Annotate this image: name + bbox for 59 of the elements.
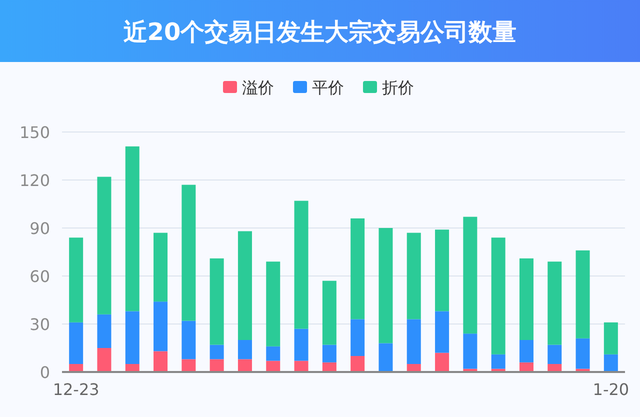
bar (463, 216, 478, 334)
bar (604, 322, 618, 354)
y-tick-label: 150 (19, 123, 50, 142)
bar (294, 328, 308, 361)
bar (406, 319, 421, 364)
y-tick-label: 0 (40, 363, 50, 382)
bar (350, 218, 365, 320)
bar (125, 311, 140, 364)
bar (406, 232, 421, 320)
bar (210, 258, 224, 345)
y-tick-label: 90 (30, 219, 50, 238)
x-tick-label: 12-23 (52, 380, 100, 399)
x-tick-label: 1-20 (592, 380, 630, 399)
bar (238, 340, 252, 360)
bar (491, 354, 506, 369)
bar (154, 351, 168, 372)
bar (97, 314, 112, 348)
bar (210, 344, 224, 360)
bar (435, 230, 450, 312)
bar (576, 250, 590, 338)
bar (182, 184, 196, 321)
legend-label: 溢价 (242, 78, 274, 97)
bar (322, 280, 336, 345)
bar (350, 319, 365, 356)
bar (548, 344, 562, 364)
bar (182, 320, 196, 360)
bar (519, 340, 534, 362)
bar (154, 302, 168, 352)
bar (463, 334, 478, 369)
chart-title: 近20个交易日发生大宗交易公司数量 (123, 18, 517, 46)
legend-label: 折价 (382, 78, 414, 97)
bar (294, 200, 308, 329)
bar (238, 359, 252, 372)
bar (491, 238, 506, 354)
y-tick-label: 120 (19, 171, 50, 190)
bar (266, 346, 280, 361)
bar (350, 356, 365, 372)
bar (69, 322, 84, 364)
bar (238, 231, 252, 340)
bar (210, 359, 224, 372)
y-tick-label: 60 (30, 267, 50, 286)
legend-label: 平价 (312, 78, 344, 97)
bar (266, 262, 280, 346)
bar (322, 344, 336, 362)
bar (69, 238, 84, 322)
bar (435, 352, 450, 372)
bar (125, 146, 140, 312)
bar (576, 338, 590, 369)
bar (97, 348, 112, 372)
bar (548, 262, 562, 345)
y-tick-label: 30 (30, 315, 50, 334)
bar (97, 176, 112, 314)
bar (604, 354, 618, 372)
bar (182, 359, 196, 372)
bar (519, 258, 534, 340)
bar (435, 311, 450, 353)
bar (378, 343, 393, 372)
bar (154, 232, 168, 302)
bar (378, 228, 393, 344)
